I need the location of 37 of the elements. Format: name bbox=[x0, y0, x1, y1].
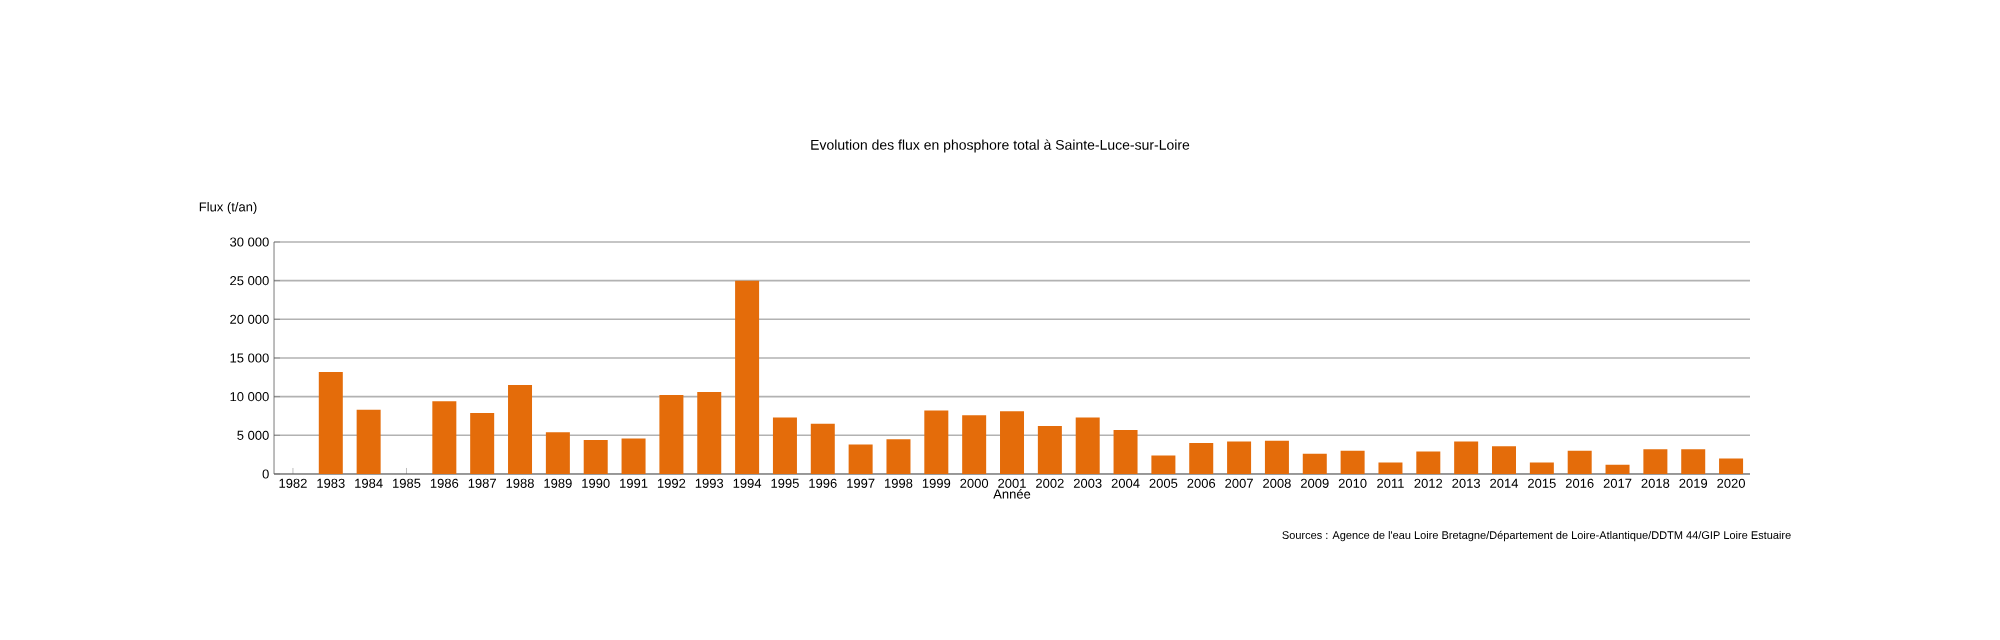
bar bbox=[848, 444, 873, 474]
bar bbox=[1719, 458, 1744, 474]
bar bbox=[1454, 441, 1479, 474]
bar bbox=[432, 401, 457, 474]
bar bbox=[1567, 450, 1592, 474]
bar bbox=[1189, 443, 1214, 474]
bar bbox=[1416, 451, 1441, 474]
bar bbox=[1492, 446, 1516, 474]
bar bbox=[318, 371, 343, 474]
bar bbox=[1605, 464, 1630, 474]
bar bbox=[545, 432, 570, 474]
bar bbox=[1075, 417, 1100, 474]
bar bbox=[962, 415, 987, 474]
bar bbox=[1037, 426, 1062, 474]
bar bbox=[1340, 450, 1365, 474]
bar bbox=[470, 412, 495, 474]
bar bbox=[1302, 453, 1327, 474]
bar bbox=[1264, 440, 1289, 474]
bar bbox=[1681, 449, 1706, 474]
bar bbox=[1529, 462, 1554, 474]
bar bbox=[659, 395, 684, 474]
bar bbox=[508, 385, 533, 474]
bar bbox=[356, 409, 381, 474]
bar bbox=[772, 417, 797, 474]
bar bbox=[1151, 455, 1176, 474]
bar bbox=[1000, 411, 1025, 474]
bar bbox=[924, 410, 949, 474]
bar bbox=[1227, 441, 1252, 474]
bar bbox=[621, 438, 646, 474]
bar bbox=[735, 280, 760, 474]
bar bbox=[583, 439, 608, 474]
bar bbox=[1643, 449, 1668, 474]
bar bbox=[1113, 429, 1138, 474]
bar bbox=[810, 423, 835, 474]
bar bbox=[1378, 462, 1403, 474]
bar bbox=[886, 439, 911, 474]
bar bbox=[697, 392, 722, 474]
